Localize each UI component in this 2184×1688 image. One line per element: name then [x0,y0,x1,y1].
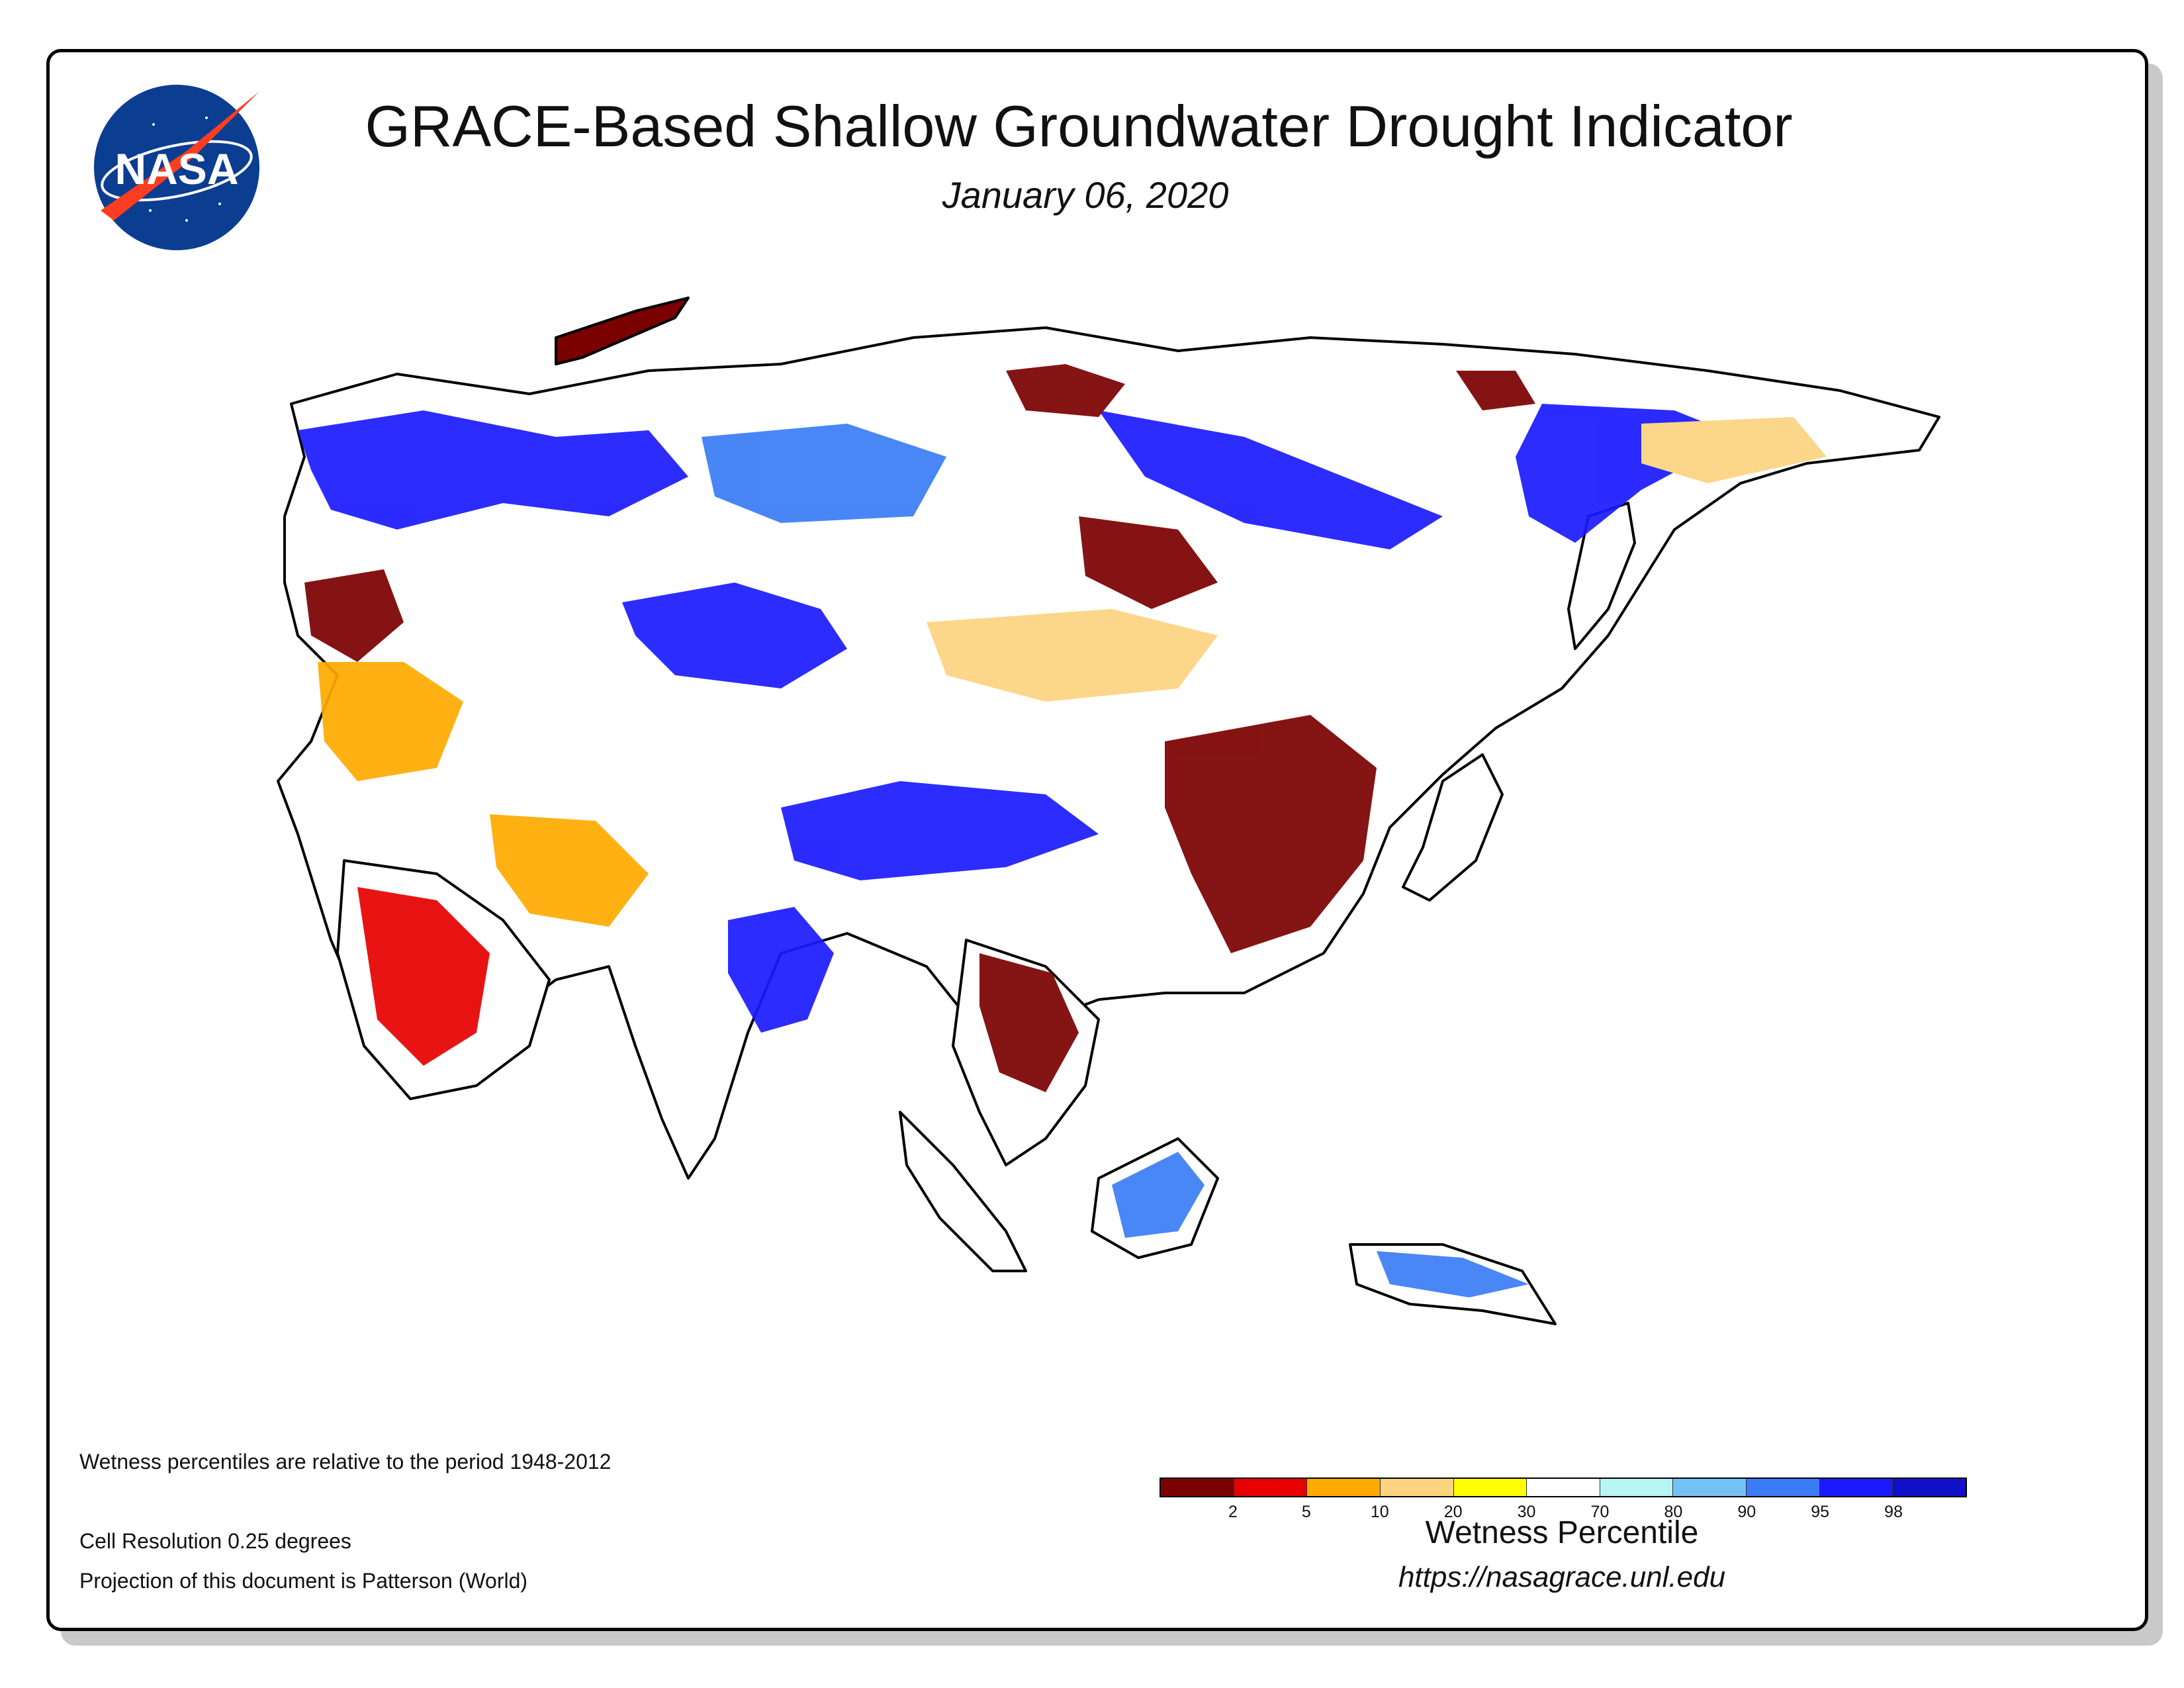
legend-swatch [1380,1479,1454,1496]
note-resolution: Cell Resolution 0.25 degrees [79,1529,351,1553]
region-new-guinea-wet [1377,1251,1529,1297]
legend-swatch [1161,1479,1234,1496]
region-siberia-dry [1006,364,1125,417]
drought-map [277,297,1940,1325]
region-arabia-dry [357,887,490,1066]
region-east-china-dry [1165,715,1377,953]
legend-tick-label: 80 [1664,1503,1683,1521]
region-russia-west-dry [304,569,404,662]
region-tibet-wet [781,781,1099,880]
legend-swatch [1527,1479,1600,1496]
region-east-siberia-light [1641,417,1827,483]
note-period: Wetness percentiles are relative to the … [79,1450,612,1474]
legend-tick-label: 95 [1811,1503,1830,1521]
legend-swatch [1453,1479,1527,1496]
land-sumatra [899,1111,1027,1272]
region-borneo-wet [1112,1152,1205,1238]
legend-swatch [1234,1479,1308,1496]
legend-swatch [1600,1479,1674,1496]
map-title: GRACE-Based Shallow Groundwater Drought … [365,93,1793,159]
legend-swatch [1819,1479,1893,1496]
region-india-wet [728,907,834,1033]
source-url[interactable]: https://nasagrace.unl.edu [1398,1561,1726,1593]
note-projection: Projection of this document is Patterson… [79,1569,528,1593]
legend-swatch [1307,1479,1381,1496]
land-japan [1402,753,1504,902]
region-mongolia-dry [927,609,1218,702]
region-north-china-dry [1079,516,1218,609]
land-novaya-zemlya [555,297,690,365]
legend-tick-label: 10 [1370,1503,1389,1521]
nasa-logo-text: NASA [114,144,238,193]
wetness-pattern-layer [298,364,1827,1297]
region-indochina-dry [979,953,1079,1092]
nasa-logo: NASA [94,85,259,250]
legend-tick-label: 30 [1517,1503,1536,1521]
region-kazakhstan-wet [622,583,847,688]
region-yakutia-dry [1456,371,1535,410]
legend-swatch [1673,1479,1747,1496]
legend-tick-label: 2 [1228,1503,1238,1521]
legend: 2 5 10 20 30 70 80 90 95 98 [1160,1477,1967,1557]
legend-swatch [1747,1479,1820,1496]
region-central-siberia-wet [702,424,946,523]
region-caucasus-dry [318,662,463,781]
region-east-siberia-wet [1099,410,1443,549]
land-kamchatka [1567,502,1636,650]
map-date: January 06, 2020 [942,174,1229,216]
legend-title: Wetness Percentile [1425,1515,1699,1550]
region-west-siberia-wet [298,410,688,530]
legend-tick-label: 98 [1884,1503,1903,1521]
legend-tick-label: 70 [1590,1503,1610,1521]
legend-colorbar [1160,1477,1967,1497]
legend-tick-label: 5 [1301,1503,1311,1521]
legend-tick-label: 90 [1737,1503,1756,1521]
legend-tick-label: 20 [1443,1503,1463,1521]
legend-swatch [1893,1479,1966,1496]
region-iran-dry [490,814,649,927]
